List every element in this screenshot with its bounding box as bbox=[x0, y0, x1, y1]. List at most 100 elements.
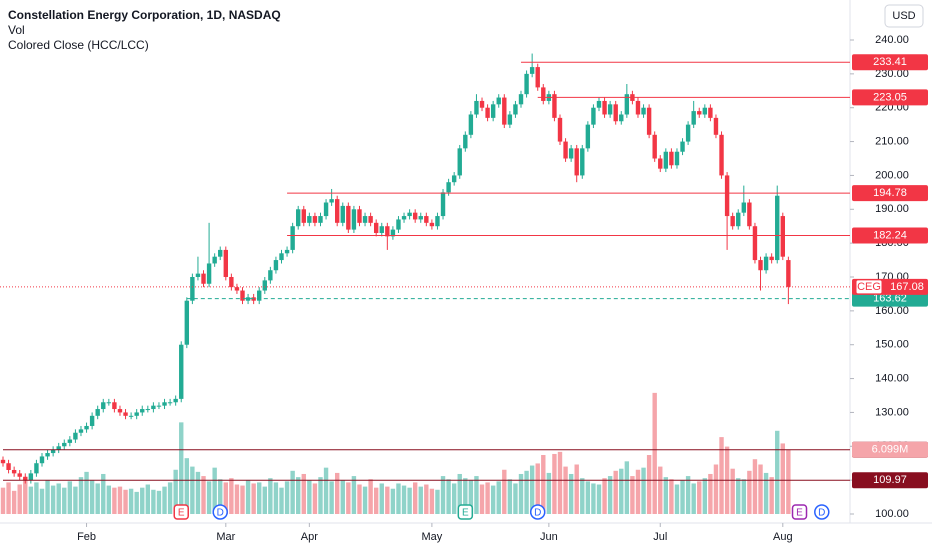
volume-bar bbox=[568, 473, 574, 514]
volume-bar bbox=[0, 487, 6, 514]
volume-bar bbox=[117, 486, 123, 514]
x-tick-label: Jun bbox=[540, 531, 558, 543]
y-tick-label: 150.00 bbox=[875, 339, 909, 351]
event-label: E bbox=[178, 508, 185, 519]
candle-body bbox=[101, 402, 106, 410]
candle-body bbox=[290, 226, 295, 250]
volume-bar bbox=[702, 478, 708, 514]
volume-bar bbox=[652, 392, 657, 514]
volume-bar bbox=[457, 473, 462, 514]
volume-bar bbox=[451, 483, 457, 514]
y-tick-label: 100.00 bbox=[875, 508, 909, 520]
candle-body bbox=[262, 280, 267, 291]
event-label: E bbox=[796, 508, 803, 519]
candle-body bbox=[257, 290, 262, 301]
candle-body bbox=[719, 134, 724, 176]
volume-bar bbox=[23, 478, 28, 514]
candle-body bbox=[335, 199, 340, 223]
candle-body bbox=[440, 192, 446, 217]
volume-bar bbox=[296, 477, 301, 514]
volume-label: 6.099M bbox=[872, 444, 909, 456]
volume-bar bbox=[62, 487, 67, 514]
candle-body bbox=[758, 260, 763, 271]
candle-body bbox=[736, 212, 741, 227]
volume-bar bbox=[257, 482, 262, 514]
candle-body bbox=[702, 107, 708, 115]
candle-body bbox=[195, 273, 201, 277]
candle-body bbox=[658, 158, 663, 169]
indicator: Vol bbox=[8, 23, 25, 37]
candle-body bbox=[529, 67, 535, 74]
volume-bar bbox=[440, 476, 446, 514]
candle-body bbox=[84, 425, 89, 430]
candle-body bbox=[524, 73, 529, 95]
volume-bar bbox=[641, 467, 646, 514]
volume-bar bbox=[201, 476, 206, 514]
volume-bar bbox=[418, 486, 423, 514]
level-label: 233.41 bbox=[873, 56, 907, 68]
volume-bar bbox=[585, 481, 591, 514]
event-badge bbox=[791, 504, 808, 520]
candle-body bbox=[56, 446, 61, 450]
volume-bar bbox=[691, 483, 696, 514]
candle-body bbox=[50, 449, 56, 454]
candle-body bbox=[11, 469, 17, 474]
candle-body bbox=[268, 270, 273, 281]
volume-bar bbox=[156, 490, 162, 514]
candle-body bbox=[596, 100, 602, 108]
volume-bar bbox=[758, 464, 763, 514]
currency[interactable]: USD bbox=[892, 10, 915, 22]
candle-body bbox=[23, 476, 28, 481]
candle-body bbox=[685, 124, 691, 142]
candle-body bbox=[223, 249, 228, 277]
candle-body bbox=[502, 97, 507, 125]
candle-body bbox=[435, 216, 440, 227]
volume-bar bbox=[401, 485, 407, 514]
volume-bar bbox=[630, 476, 635, 514]
candle-body bbox=[763, 256, 769, 271]
candle-body bbox=[775, 195, 780, 261]
candle-body bbox=[379, 226, 384, 233]
volume-bar bbox=[424, 484, 429, 514]
candle-body bbox=[741, 202, 747, 213]
candle-body bbox=[296, 209, 301, 227]
candle-body bbox=[140, 409, 145, 413]
candle-body bbox=[713, 117, 719, 135]
plot bbox=[0, 53, 850, 514]
candle-body bbox=[73, 432, 78, 440]
volume-bar bbox=[335, 472, 340, 514]
volume-bar bbox=[151, 489, 156, 514]
volume-bar bbox=[362, 486, 368, 514]
volume-bar bbox=[323, 467, 329, 514]
candle-body bbox=[117, 409, 123, 413]
candle-body bbox=[39, 456, 45, 464]
candle-body bbox=[613, 104, 618, 122]
currency-button[interactable] bbox=[884, 4, 924, 28]
candle-body bbox=[312, 216, 318, 223]
volume-bar bbox=[45, 480, 50, 514]
candle-body bbox=[357, 209, 362, 223]
candle-body bbox=[652, 134, 657, 159]
level-label-bg bbox=[852, 89, 928, 106]
volume-bar bbox=[206, 481, 212, 514]
volume-bar bbox=[513, 483, 518, 514]
y-tick-label: 200.00 bbox=[875, 169, 909, 181]
candle-body bbox=[418, 216, 423, 220]
indicator: Colored Close (HCC/LCC) bbox=[8, 38, 149, 52]
volume-bar bbox=[128, 488, 134, 514]
candle-body bbox=[318, 216, 323, 223]
volume-bar bbox=[134, 491, 139, 514]
volume-bar bbox=[73, 486, 78, 514]
candle-body bbox=[240, 290, 245, 301]
candle-body bbox=[680, 141, 685, 152]
candle-body bbox=[346, 205, 351, 230]
candle-body bbox=[429, 222, 435, 227]
candle-body bbox=[123, 412, 128, 416]
level-label: 194.78 bbox=[873, 187, 907, 199]
volume-bar bbox=[17, 484, 22, 514]
volume-bar bbox=[106, 485, 112, 514]
candle-body bbox=[568, 148, 574, 159]
candle-body bbox=[323, 202, 329, 217]
candle-body bbox=[396, 219, 401, 230]
